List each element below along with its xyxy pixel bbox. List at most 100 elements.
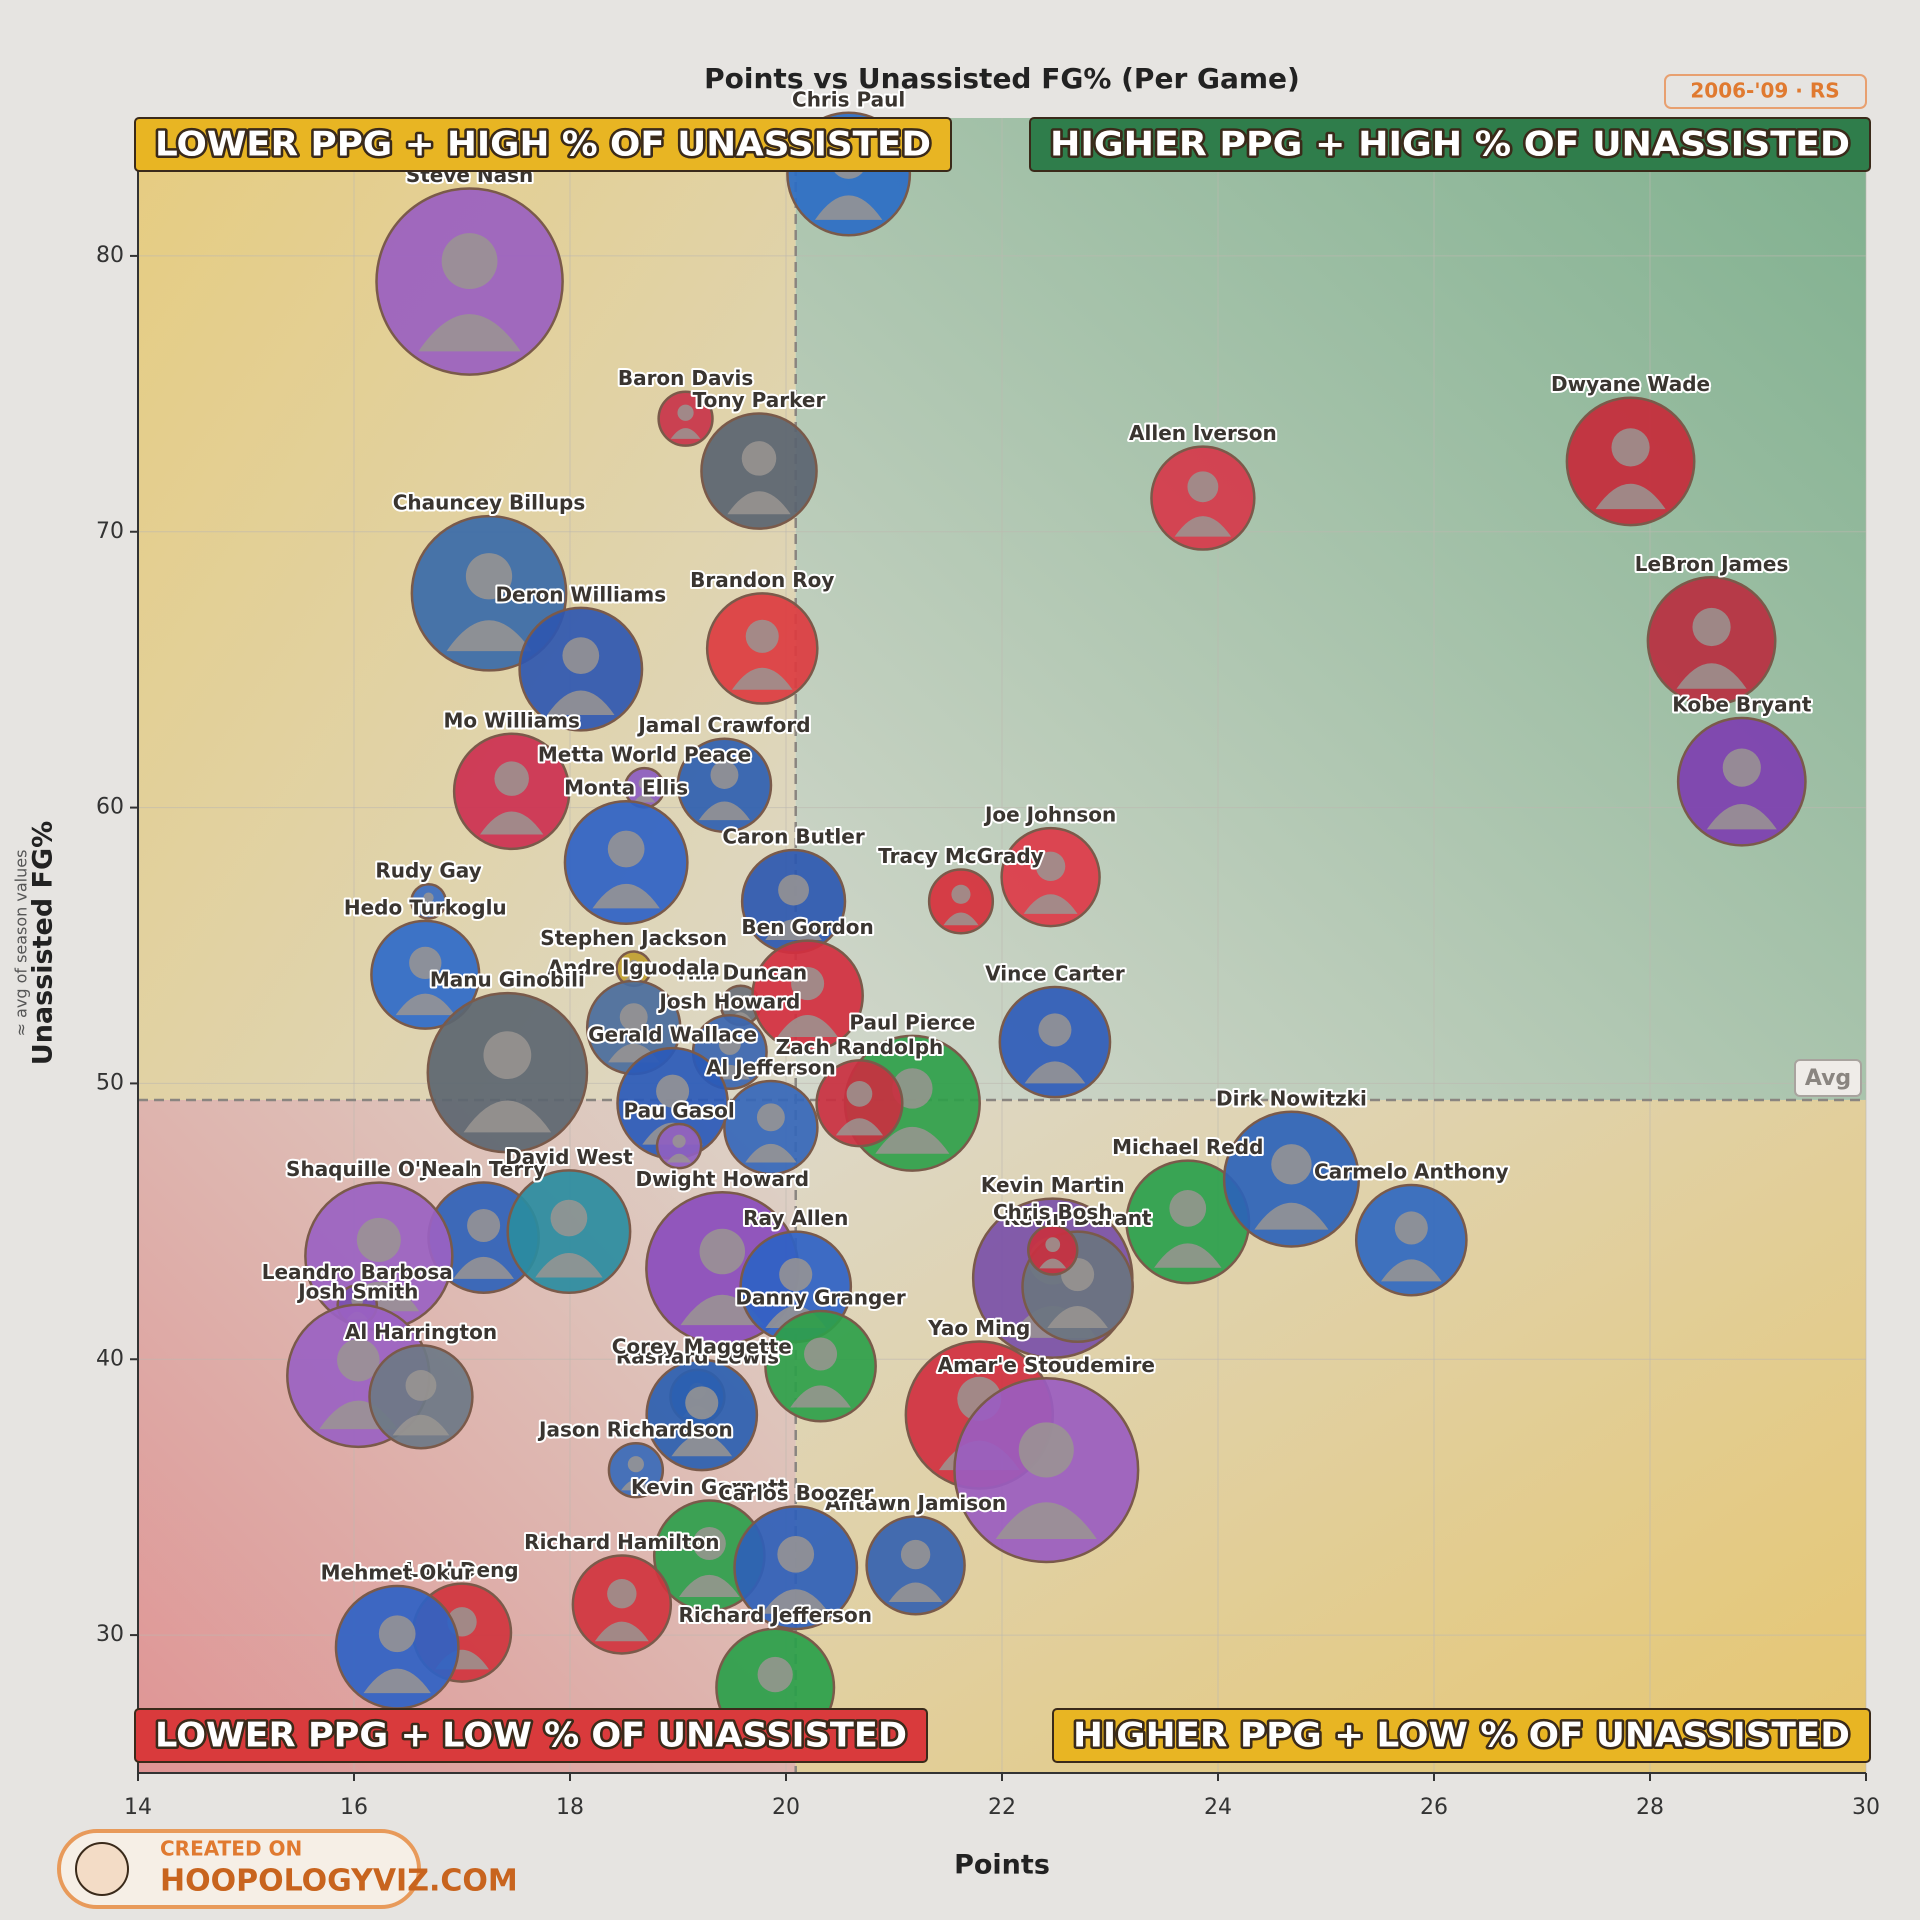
bubble-head xyxy=(1038,1013,1072,1047)
player-label: Kevin Durant xyxy=(1004,1206,1152,1230)
bubble-body xyxy=(621,1479,651,1491)
branding-top: CREATED ON xyxy=(160,1837,302,1861)
avg-label: Avg xyxy=(1805,1066,1851,1091)
bubble-head xyxy=(757,1656,793,1693)
bubble-head xyxy=(356,1217,401,1262)
player-bubble xyxy=(334,1584,460,1710)
avg-label-box xyxy=(1794,1059,1862,1097)
x-tick-label: 22 xyxy=(988,1795,1016,1820)
player-label: Al Harrington xyxy=(345,1320,497,1344)
bubble-body xyxy=(790,1385,851,1408)
player-label: Gerald Wallace xyxy=(588,1023,757,1047)
bubble-head xyxy=(483,1031,532,1080)
player-bubble xyxy=(998,985,1112,1099)
player-label: Josh Smith xyxy=(296,1279,418,1303)
player-bubble xyxy=(1027,1224,1079,1276)
bubble-head xyxy=(638,777,651,790)
player-label: Dwight Howard xyxy=(635,1167,809,1191)
player-label: Antawn Jamison xyxy=(825,1491,1006,1515)
bubble-head xyxy=(692,1526,726,1561)
bubble-body xyxy=(745,1143,797,1163)
bubble-head xyxy=(550,1199,588,1237)
bubble-body xyxy=(1381,1259,1442,1282)
player-label: Ray Allen xyxy=(743,1206,848,1230)
player-label: Jamal Crawford xyxy=(636,713,810,737)
player-bubble xyxy=(1354,1183,1468,1297)
bubble-body xyxy=(446,620,532,652)
bubble-body xyxy=(1154,1243,1222,1268)
bubble-body xyxy=(594,1621,649,1642)
player-bubble xyxy=(723,1079,819,1176)
bubble-head xyxy=(951,884,971,904)
x-tick-label: 30 xyxy=(1852,1795,1880,1820)
bubble-head xyxy=(1018,1422,1074,1478)
branding-logo xyxy=(75,1842,129,1896)
bubble-body xyxy=(666,1153,692,1163)
player-bubble xyxy=(751,939,864,1053)
x-axis-label: Points xyxy=(954,1850,1050,1881)
player-bubble xyxy=(452,732,571,851)
bubble-head xyxy=(745,619,779,653)
bubble-body xyxy=(765,919,822,940)
player-label: Kobe Bryant xyxy=(1672,692,1812,716)
player-bubble xyxy=(733,1505,859,1631)
bubble-head xyxy=(677,404,694,421)
y-tick-label: 80 xyxy=(96,243,124,268)
bubble-head xyxy=(778,874,809,906)
player-label: Stephen Jackson xyxy=(540,926,727,950)
player-label: Kevin Garnett xyxy=(631,1475,788,1499)
x-tick-label: 18 xyxy=(556,1795,584,1820)
bubble-body xyxy=(671,1434,733,1457)
quadrant-label-box xyxy=(1052,1708,1871,1763)
bubble-body xyxy=(418,314,521,352)
x-tick-label: 20 xyxy=(772,1795,800,1820)
quadrant-label-box xyxy=(1029,117,1871,172)
bubble-head xyxy=(1394,1211,1428,1245)
bubble-body xyxy=(1024,1061,1086,1084)
bubble-head xyxy=(409,946,442,980)
bubble-head xyxy=(494,761,529,796)
bubble-head xyxy=(628,959,639,971)
player-bubble xyxy=(1676,716,1807,847)
player-bubble xyxy=(370,919,481,1030)
player-bubble xyxy=(1150,445,1256,551)
bubble-body xyxy=(363,1668,431,1694)
bubble-head xyxy=(1722,748,1761,787)
player-bubble xyxy=(953,1377,1140,1564)
quadrant-label: HIGHER PPG + LOW % OF UNASSISTED xyxy=(1073,1716,1850,1756)
bubble-body xyxy=(633,794,656,803)
player-bubble xyxy=(368,1344,474,1450)
bubbles xyxy=(286,111,1807,1748)
player-label: Tim Duncan xyxy=(674,960,807,984)
player-label: Shaquille O'Neal xyxy=(286,1157,472,1181)
bubble-head xyxy=(804,1337,838,1371)
bubble-body xyxy=(888,1582,943,1603)
player-label: Dirk Nowitzki xyxy=(1216,1086,1367,1110)
bubble-body xyxy=(1023,894,1078,914)
y-axis-note: ≈ avg of season values xyxy=(12,850,31,1037)
player-bubble xyxy=(426,991,589,1154)
y-tick-label: 50 xyxy=(96,1070,124,1095)
player-bubble xyxy=(563,799,689,925)
bubble-head xyxy=(467,1208,501,1243)
bubble-head xyxy=(777,1535,815,1573)
subtitle-box xyxy=(1664,74,1867,109)
bubble-body xyxy=(995,1502,1097,1540)
bubble-head xyxy=(900,1539,931,1570)
quadrant-label: LOWER PPG + LOW % OF UNASSISTED xyxy=(155,1716,907,1756)
quadrant-label: LOWER PPG + HIGH % OF UNASSISTED xyxy=(155,125,931,165)
player-label: Rashard Lewis xyxy=(616,1344,779,1368)
bubble-body xyxy=(679,1574,740,1597)
player-label: Carlos Boozer xyxy=(718,1481,873,1505)
bubble-body xyxy=(547,690,615,716)
player-bubble xyxy=(375,187,564,376)
player-bubble xyxy=(1125,1159,1251,1285)
player-label: Richard Jefferson xyxy=(678,1603,872,1627)
bubble-body xyxy=(875,1126,950,1154)
bubble-head xyxy=(756,1103,785,1132)
player-label: Josh Howard xyxy=(657,990,800,1014)
bubble-head xyxy=(627,1456,644,1473)
player-label: Kevin Martin xyxy=(981,1173,1125,1197)
